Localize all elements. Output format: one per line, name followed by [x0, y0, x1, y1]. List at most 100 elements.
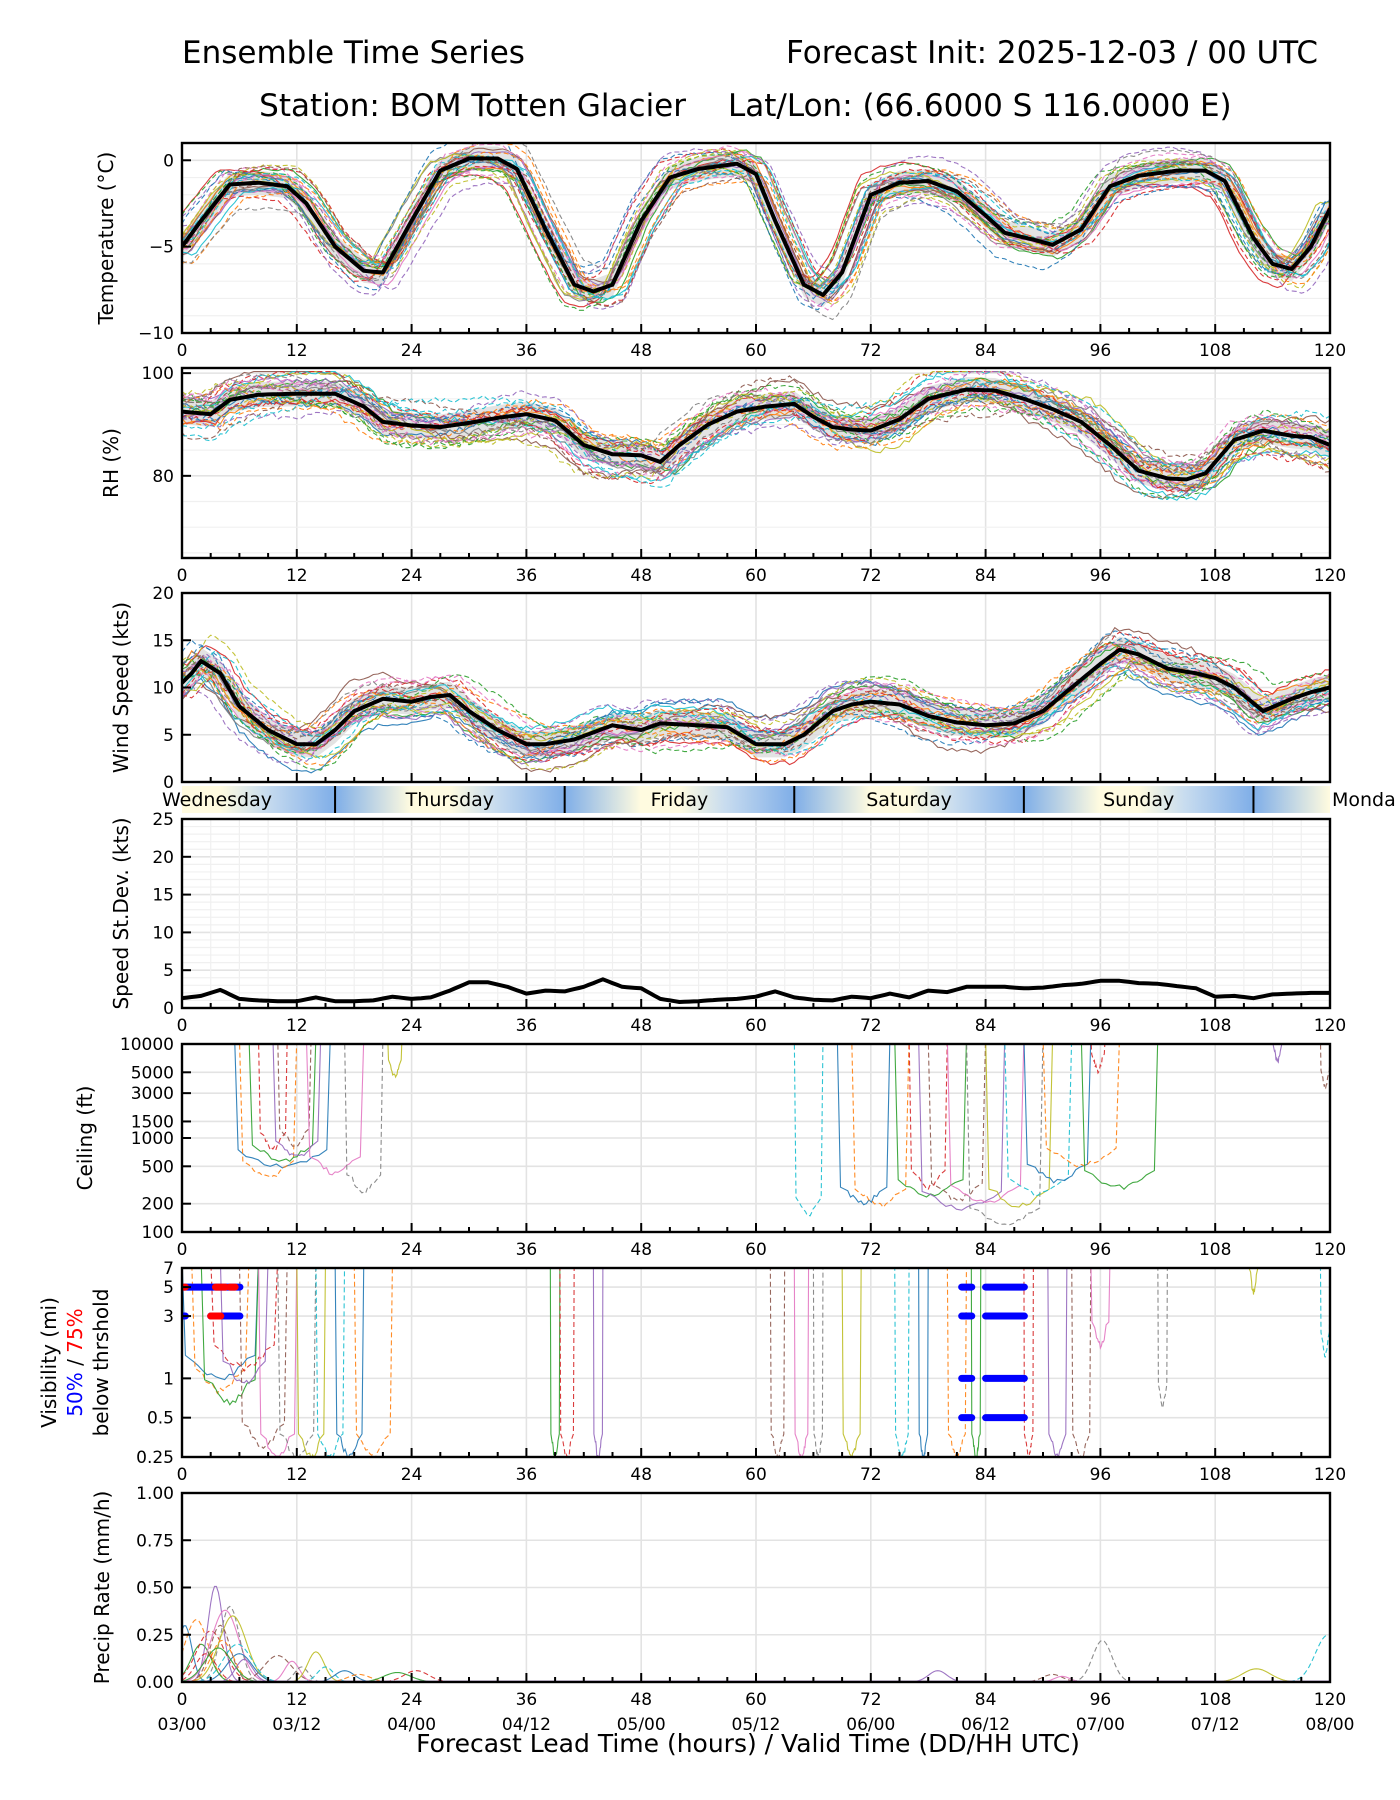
- ensemble-member-line: [1272, 1044, 1283, 1064]
- y-tick-label: 5: [163, 726, 174, 746]
- ensemble-member-line: [182, 371, 1330, 500]
- ensemble-member-line: [296, 1268, 326, 1457]
- y-axis-label: Precip Rate (mm/h): [90, 1491, 114, 1685]
- ensemble-member-line: [1023, 1044, 1092, 1184]
- ensemble-member-line: [182, 637, 1330, 761]
- day-segment: [794, 786, 1024, 813]
- ensemble-member-line: [1080, 1044, 1159, 1190]
- day-label: Thursday: [405, 789, 494, 811]
- ensemble-member-line: [182, 153, 1330, 301]
- y-tick-label: 20: [152, 848, 174, 868]
- x-tick-label: 36: [516, 1690, 538, 1710]
- ensemble-member-line: [182, 152, 1330, 302]
- y-tick-label: 10000: [120, 1035, 174, 1055]
- ensemble-member-line: [182, 146, 1330, 307]
- ensemble-member-line: [182, 626, 1330, 773]
- y-tick-label: 3: [163, 1307, 174, 1327]
- x-tick-label: 60: [745, 1016, 767, 1036]
- ensemble-member-line: [182, 386, 1330, 489]
- grid-precip_rate: [181, 1492, 1331, 1683]
- ensemble-member-line: [182, 389, 1330, 476]
- y-tick-label: 5000: [131, 1063, 174, 1083]
- y-tick-label: 0.00: [136, 1673, 174, 1693]
- x-tick-label: 72: [860, 1240, 882, 1260]
- ensemble-member-line: [1248, 1268, 1259, 1295]
- ensemble-member-line: [306, 1044, 365, 1176]
- panels: 0 12 24 36 48 60 72 84 96 108 1200−5−10Temperature…: [37, 141, 1355, 1735]
- x-tick-label: 60: [745, 1240, 767, 1260]
- y-tick-label: 500: [142, 1157, 174, 1177]
- ensemble-member-line: [191, 1268, 250, 1395]
- x-tick-label: 108: [1199, 341, 1231, 361]
- y-tick-label: 15: [152, 886, 174, 906]
- x-tick-label: 120: [1314, 1690, 1346, 1710]
- y-axis-label: Speed St.Dev. (kts): [109, 817, 133, 1009]
- x-tick-label: 96: [1090, 1465, 1112, 1485]
- ensemble-mean-line: [182, 977, 1330, 1004]
- y-tick-label: 7: [163, 1259, 174, 1279]
- ensemble-member-line: [592, 1268, 604, 1457]
- day-segment: [335, 786, 565, 813]
- ensemble-member-line: [201, 1653, 278, 1682]
- ensemble-member-line: [1042, 1044, 1120, 1168]
- label-75pct: 75%: [63, 1308, 87, 1352]
- ensemble-mean-line: [182, 387, 1330, 482]
- x-tick-label: 48: [630, 341, 652, 361]
- ensemble-member-line: [1319, 1268, 1330, 1358]
- ensemble-member-line: [894, 1044, 967, 1198]
- x-valid-time-label: 08/00: [1306, 1715, 1355, 1735]
- ensemble-member-line: [182, 381, 1330, 491]
- ensemble-member-line: [182, 374, 1330, 500]
- ensemble-member-line: [182, 634, 1330, 771]
- x-tick-label: 24: [401, 1240, 423, 1260]
- ensemble-member-line: [315, 1268, 346, 1457]
- y-tick-label: 1000: [131, 1129, 174, 1149]
- grid-ceiling: [181, 1043, 1331, 1233]
- ensemble-member-line: [182, 663, 1330, 766]
- y-tick-label: 5: [163, 961, 174, 981]
- figure-title: Ensemble Time Series: [182, 35, 525, 71]
- y-tick-label: 25: [152, 810, 174, 830]
- y-tick-label: 0: [163, 999, 174, 1019]
- x-tick-label: 72: [860, 1690, 882, 1710]
- x-tick-label: 96: [1090, 1240, 1112, 1260]
- ensemble-member-line: [1090, 1268, 1111, 1350]
- x-valid-time-label: 03/00: [158, 1715, 207, 1735]
- ensemble-member-line: [918, 1044, 1006, 1211]
- ensemble-member-line: [378, 1670, 455, 1682]
- x-tick-label: 60: [745, 1690, 767, 1710]
- x-tick-label: 72: [860, 341, 882, 361]
- x-tick-label: 48: [630, 1240, 652, 1260]
- x-tick-label: 48: [630, 1465, 652, 1485]
- ensemble-member-line: [1090, 1044, 1106, 1075]
- y-axis-label-threshold: 50% / 75%: [63, 1308, 87, 1416]
- day-segment: [1023, 786, 1254, 813]
- ensemble-member-line: [182, 371, 1330, 501]
- ensemble-member-line: [182, 1647, 255, 1682]
- ensemble-member-line: [182, 153, 1330, 310]
- x-tick-label: 0: [177, 1240, 188, 1260]
- ensemble-member-line: [851, 1044, 910, 1209]
- ensemble-member-line: [234, 1044, 331, 1169]
- y-axis-label: Wind Speed (kts): [109, 602, 133, 773]
- panel-precip_rate: 0 12 24 36 48 60 72 84 96 108 120 0.00 0.25 0.50 0.75 1…: [90, 1484, 1346, 1710]
- x-valid-time-label: 07/00: [1076, 1715, 1125, 1735]
- day-band-segments: [182, 786, 1330, 813]
- ensemble-member-line: [1047, 1268, 1068, 1457]
- plot-area-wind_speed: [182, 626, 1330, 774]
- y-tick-label: 0: [163, 773, 174, 793]
- ensemble-member-line: [182, 643, 1330, 756]
- x-tick-label: 120: [1314, 566, 1346, 586]
- x-tick-label: 12: [286, 341, 308, 361]
- ensemble-member-line: [182, 155, 1330, 311]
- ensemble-mean-line: [182, 156, 1330, 297]
- ensemble-member-line: [927, 1044, 986, 1202]
- ensemble-member-line: [182, 635, 1330, 755]
- y-tick-label: 10: [152, 679, 174, 699]
- ensemble-member-line: [899, 1670, 975, 1682]
- y-tick-label: −10: [138, 324, 174, 344]
- x-valid-time-label: 06/00: [846, 1715, 895, 1735]
- y-axis-label: RH (%): [99, 428, 123, 498]
- x-tick-label: 48: [630, 1690, 652, 1710]
